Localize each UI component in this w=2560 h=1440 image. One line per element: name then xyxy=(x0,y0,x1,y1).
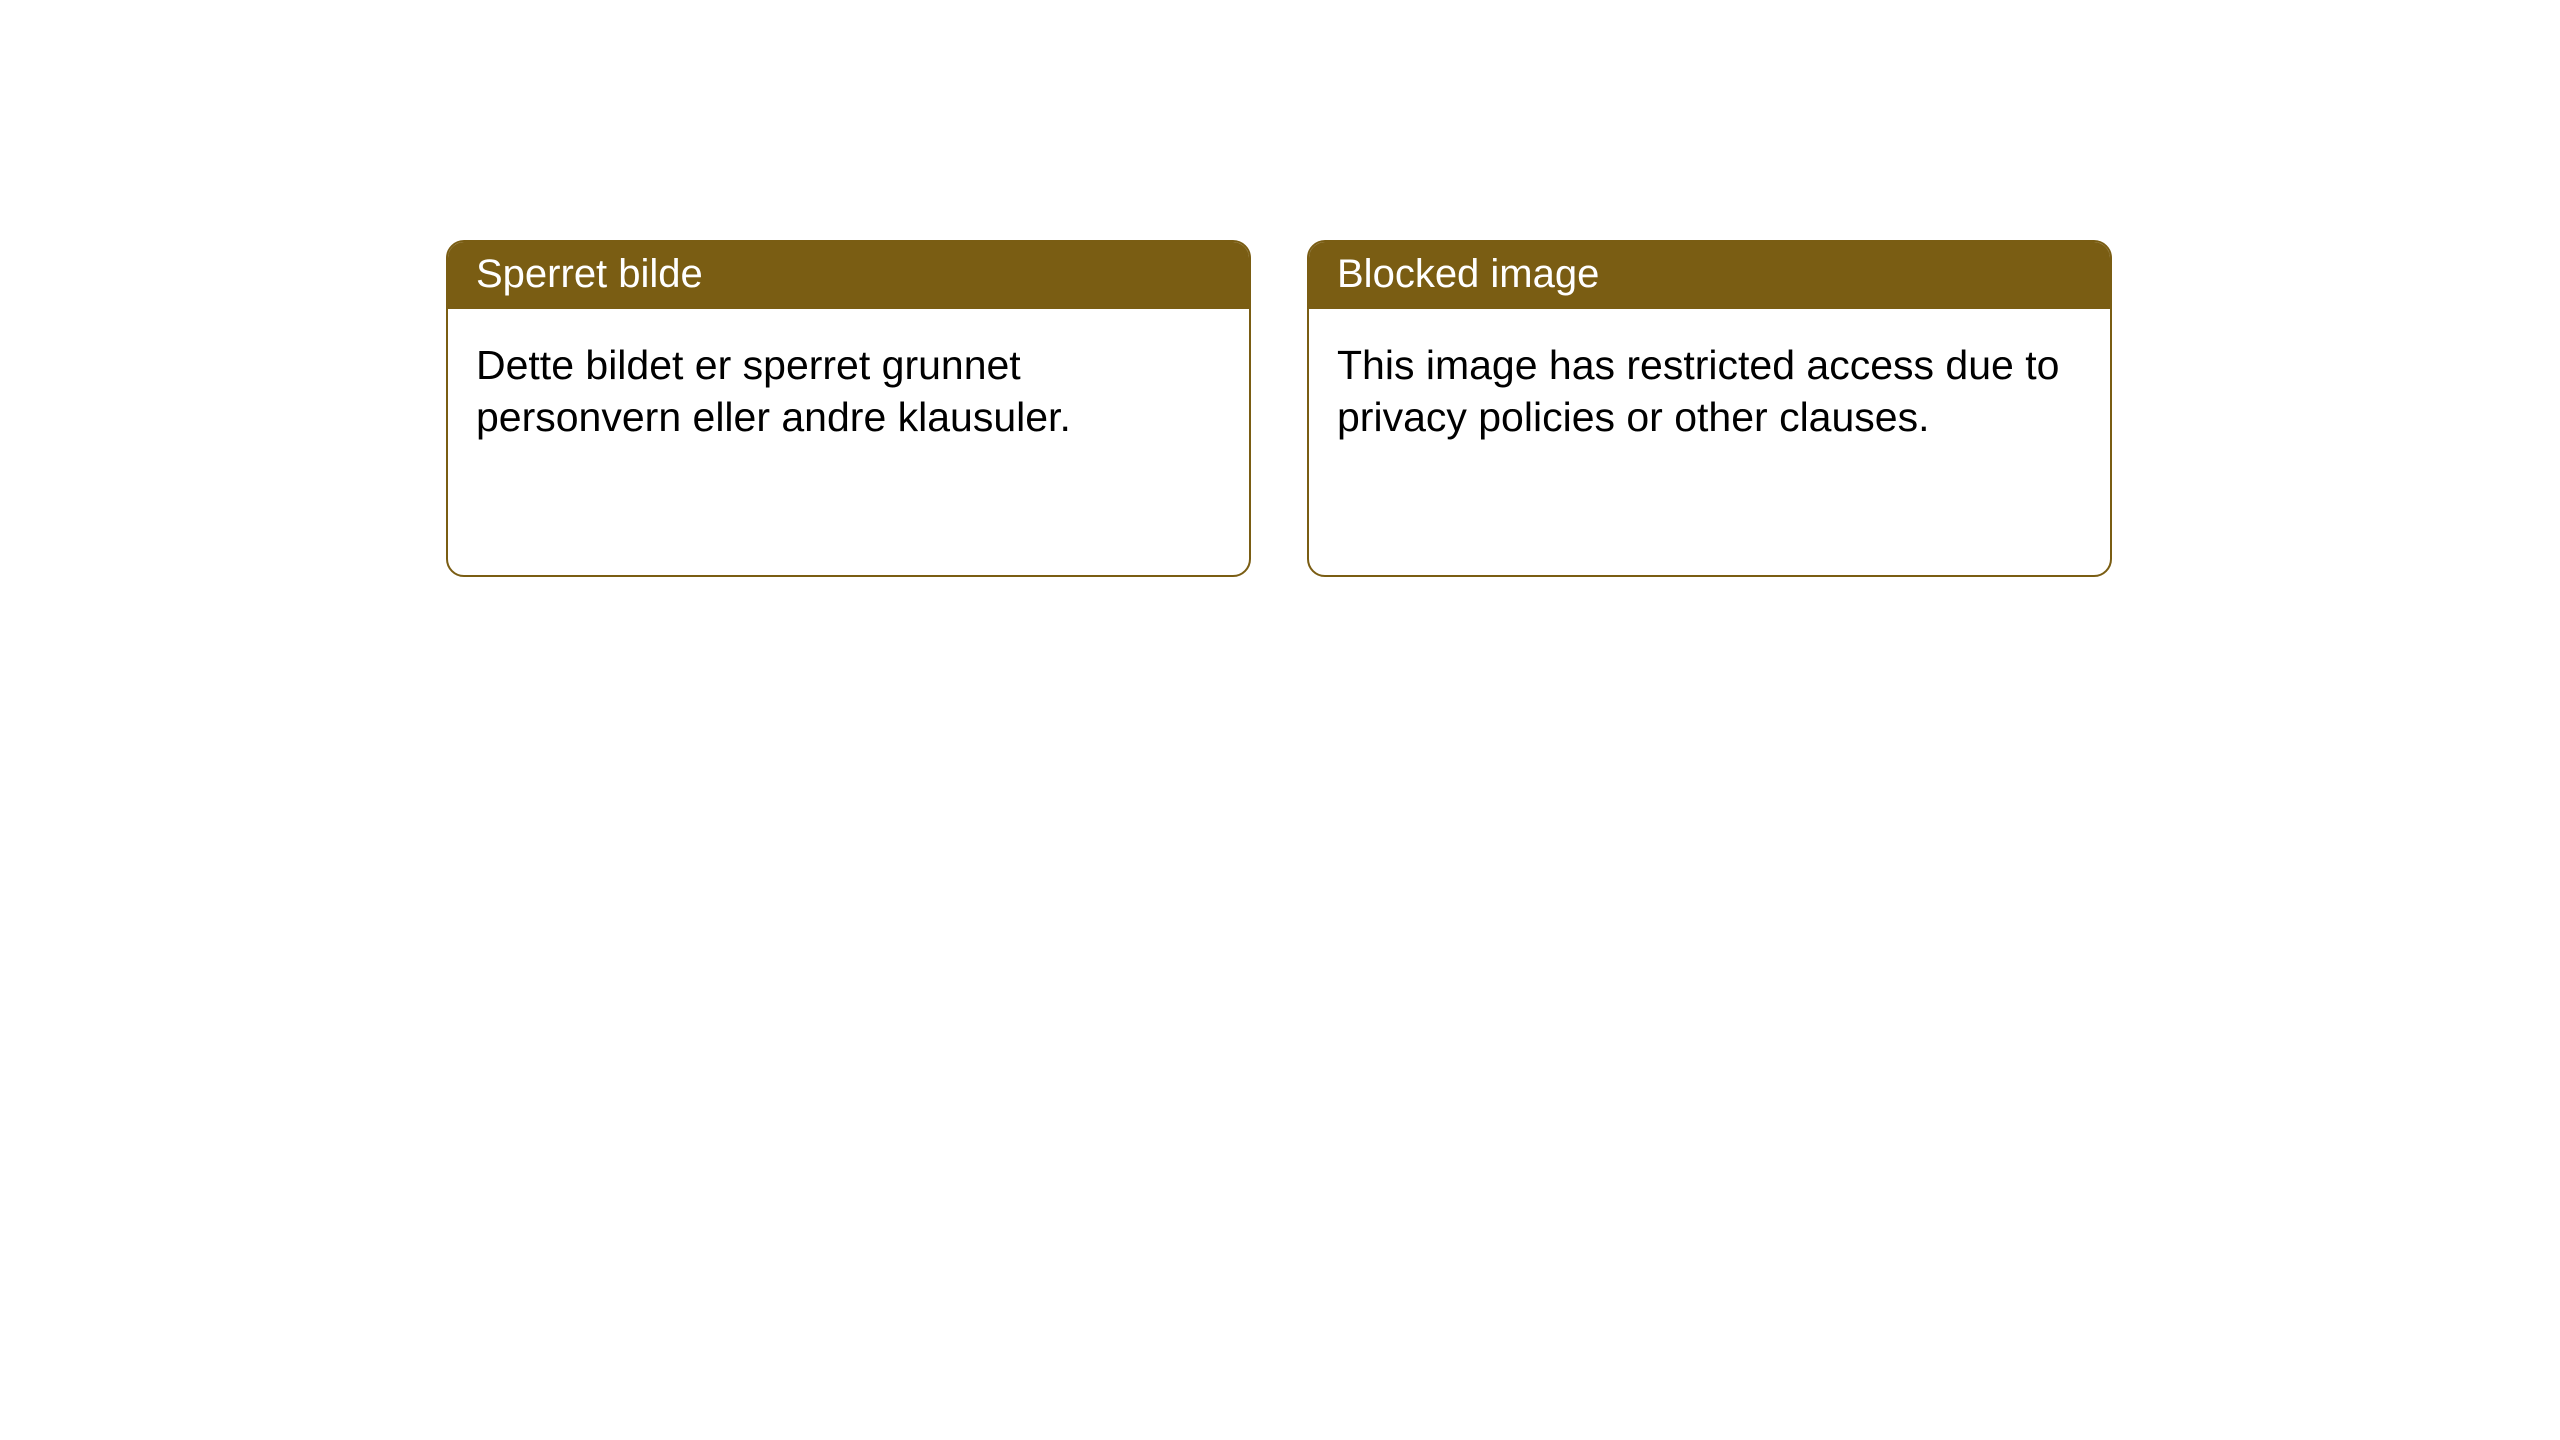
notice-title: Blocked image xyxy=(1309,242,2110,309)
notice-card-norwegian: Sperret bilde Dette bildet er sperret gr… xyxy=(446,240,1251,577)
notice-cards-row: Sperret bilde Dette bildet er sperret gr… xyxy=(0,0,2560,577)
notice-card-english: Blocked image This image has restricted … xyxy=(1307,240,2112,577)
notice-body: Dette bildet er sperret grunnet personve… xyxy=(448,309,1249,471)
notice-body: This image has restricted access due to … xyxy=(1309,309,2110,471)
notice-title: Sperret bilde xyxy=(448,242,1249,309)
